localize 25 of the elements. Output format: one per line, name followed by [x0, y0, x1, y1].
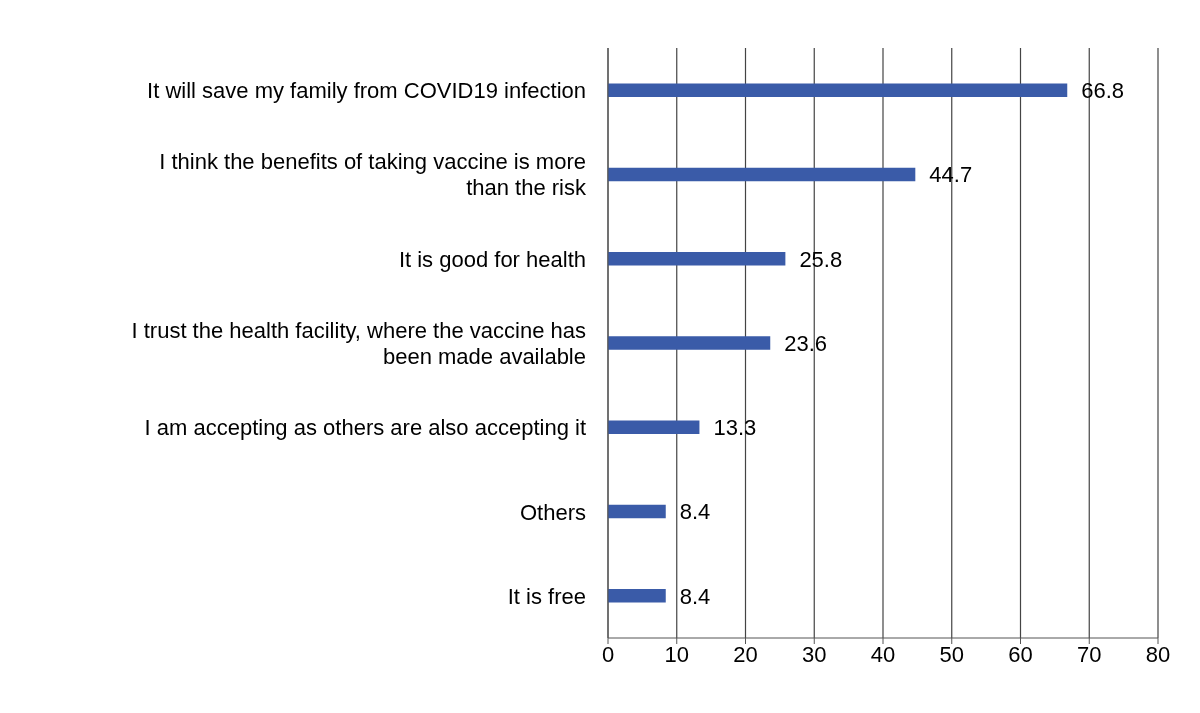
x-tick-label: 0	[601, 641, 615, 667]
data-label: 8.4	[679, 583, 711, 609]
y-tick-label: It is free	[507, 583, 586, 609]
bar	[608, 83, 1068, 97]
bar	[608, 251, 786, 266]
y-tick-label: It is good for health	[398, 246, 586, 272]
y-tick-label: I trust the health facility, where the vaccine has been made available	[131, 317, 586, 369]
bar	[608, 589, 666, 603]
x-tick-label: 70	[1077, 641, 1102, 667]
x-tick-label: 10	[664, 641, 689, 667]
y-tick-label: I think the benefits of taking vaccine is more than the risk	[159, 148, 587, 200]
x-tick-label: 30	[802, 641, 827, 667]
bar	[608, 420, 700, 435]
x-tick-label: 50	[939, 641, 964, 667]
x-tick-label: 80	[1145, 641, 1171, 667]
bar	[608, 504, 666, 519]
bar	[608, 336, 771, 350]
y-tick-label: It will save my family from COVID19 infection	[147, 77, 586, 103]
x-tick-label: 60	[1008, 641, 1033, 667]
x-tick-label: 20	[733, 641, 758, 667]
y-tick-label: I am accepting as others are also accepting it	[144, 414, 586, 440]
x-tick-label: 40	[870, 641, 896, 667]
y-tick-label: Others	[519, 499, 586, 525]
bar	[608, 167, 916, 182]
data-label: 8.4	[679, 499, 711, 525]
